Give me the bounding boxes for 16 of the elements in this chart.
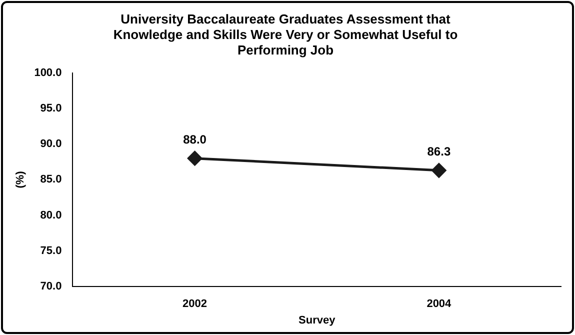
y-tick-label: 90.0 [40,138,62,150]
data-label: 88.0 [183,132,207,147]
data-label: 86.3 [427,144,451,159]
y-tick-label: 85.0 [40,174,62,186]
text: Performing Job [237,42,334,58]
text: Knowledge and Skills Were Very or Somewhat Useful to [113,26,458,42]
y-tick-label: 80.0 [40,209,62,222]
x-axis-title: Survey [298,314,336,326]
x-tick-label: 2002 [182,298,208,310]
y-tick-label: 75.0 [40,245,62,257]
y-tick-label: 100.0 [34,66,62,79]
y-axis-title: (%) [14,170,27,188]
y-tick-label: 70.0 [40,280,62,293]
text: University Baccalaureate Graduates Assessment that [120,11,450,26]
x-tick-label: 2004 [426,298,452,310]
y-tick-label: 95.0 [40,102,62,114]
